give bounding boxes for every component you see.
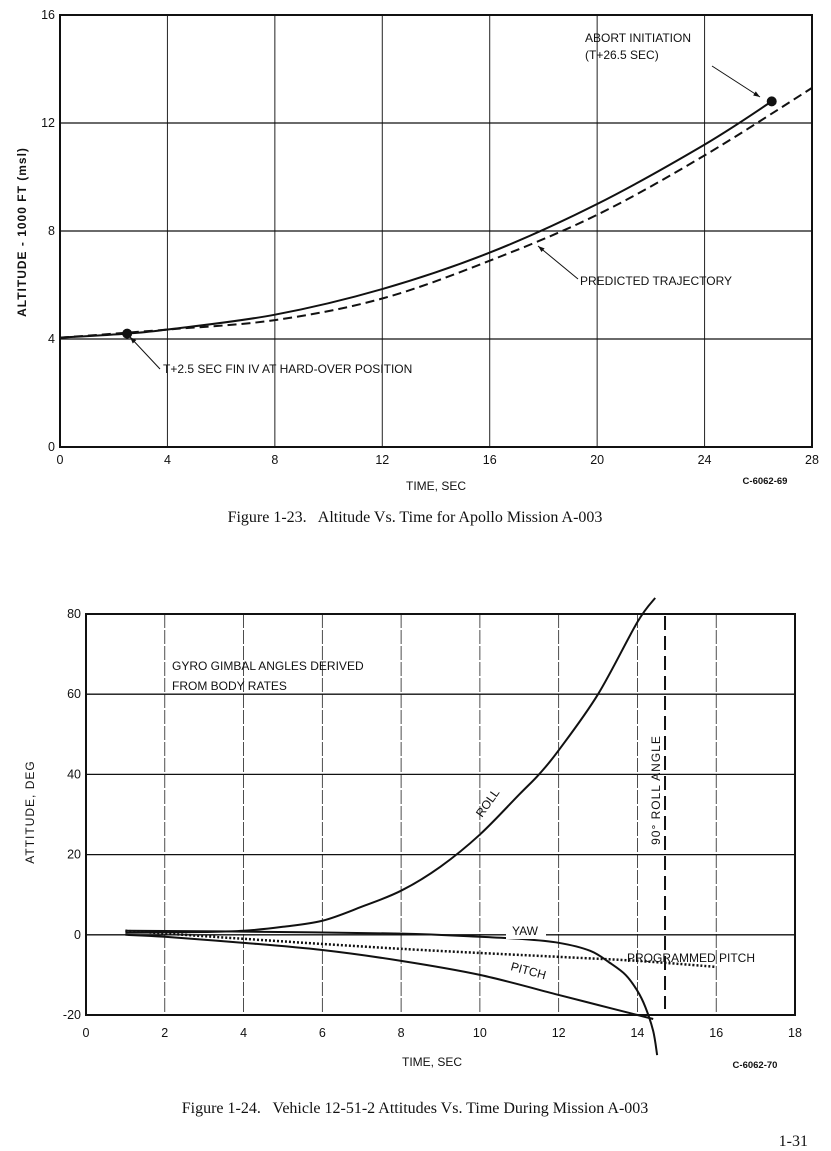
abort-annotation-time: (T+26.5 SEC) bbox=[585, 48, 659, 62]
fin-annotation: T+2.5 SEC FIN IV AT HARD-OVER POSITION bbox=[163, 362, 412, 376]
x-tick-label: 16 bbox=[483, 453, 497, 467]
chart1-xlabel: TIME, SEC bbox=[406, 479, 466, 493]
gyro-note-line2: FROM BODY RATES bbox=[172, 679, 287, 693]
y-tick-label: 60 bbox=[67, 687, 81, 701]
x-tick-label: 12 bbox=[552, 1026, 566, 1040]
predicted-trajectory-line bbox=[59, 87, 813, 339]
annotation-leader-arrow bbox=[129, 336, 161, 370]
arrowhead-icon bbox=[130, 337, 137, 344]
plot-frame bbox=[85, 613, 796, 1016]
abort-annotation: ABORT INITIATION bbox=[585, 31, 691, 45]
y-tick-label: 0 bbox=[74, 928, 81, 942]
annotation-leader-arrow bbox=[711, 65, 761, 98]
chart2-code: C-6062-70 bbox=[733, 1060, 778, 1071]
event-marker-dot bbox=[766, 96, 777, 107]
x-tick-label: 0 bbox=[83, 1026, 90, 1040]
arrowhead-icon bbox=[753, 91, 760, 97]
x-tick-label: 8 bbox=[271, 453, 278, 467]
roll-line bbox=[125, 597, 656, 934]
figure-1-23-caption: Figure 1-23. Altitude Vs. Time for Apoll… bbox=[228, 509, 603, 526]
predicted-trajectory-label: PREDICTED TRAJECTORY bbox=[580, 274, 732, 288]
y-tick-label: 8 bbox=[48, 224, 55, 238]
x-tick-label: 28 bbox=[805, 453, 819, 467]
y-tick-label: 0 bbox=[48, 440, 55, 454]
x-tick-label: 4 bbox=[164, 453, 171, 467]
x-tick-label: 14 bbox=[630, 1026, 644, 1040]
x-tick-label: 24 bbox=[698, 453, 712, 467]
annotation-leader-arrow bbox=[537, 245, 579, 280]
altitude-chart: 0 4 8 12 16 20 24 28 0 4 8 12 16 bbox=[41, 8, 819, 467]
figure-1-24-caption: Figure 1-24. Vehicle 12-51-2 Attitudes V… bbox=[182, 1100, 649, 1117]
y-tick-label: 16 bbox=[41, 8, 55, 22]
programmed-pitch-line bbox=[125, 929, 717, 969]
page-number: 1-31 bbox=[779, 1133, 808, 1150]
x-tick-label: 2 bbox=[161, 1026, 168, 1040]
plot-frame bbox=[59, 14, 813, 448]
y-tick-label: 20 bbox=[67, 848, 81, 862]
chart2-ylabel: ATTITUDE, DEG bbox=[23, 760, 37, 863]
x-tick-label: 10 bbox=[473, 1026, 487, 1040]
x-tick-label: 0 bbox=[57, 453, 64, 467]
x-tick-label: 20 bbox=[590, 453, 604, 467]
pitch-label: PITCH bbox=[509, 959, 547, 982]
y-tick-label: 40 bbox=[67, 767, 81, 781]
yaw-label: YAW bbox=[512, 924, 539, 938]
y-tick-label: 80 bbox=[67, 607, 81, 621]
event-marker-dot bbox=[122, 328, 133, 339]
roll-angle-label: 90° ROLL ANGLE bbox=[649, 735, 663, 845]
y-tick-label: 4 bbox=[48, 332, 55, 346]
y-tick-label: 12 bbox=[41, 116, 55, 130]
yaw-label-background bbox=[506, 923, 546, 939]
x-tick-label: 6 bbox=[319, 1026, 326, 1040]
chart1-code: C-6062-69 bbox=[743, 476, 788, 487]
x-tick-label: 16 bbox=[709, 1026, 723, 1040]
roll-label: ROLL bbox=[473, 786, 503, 820]
x-tick-label: 4 bbox=[240, 1026, 247, 1040]
y-tick-label: -20 bbox=[63, 1008, 81, 1022]
yaw-line bbox=[125, 929, 659, 1056]
actual-trajectory-line bbox=[59, 100, 773, 339]
gyro-note-line1: GYRO GIMBAL ANGLES DERIVED bbox=[172, 659, 364, 673]
programmed-pitch-label: PROGRAMMED PITCH bbox=[627, 951, 755, 965]
chart1-ylabel: ALTITUDE - 1000 FT (msl) bbox=[15, 147, 29, 317]
chart2-xlabel: TIME, SEC bbox=[402, 1055, 462, 1069]
x-tick-label: 12 bbox=[375, 453, 389, 467]
x-tick-label: 8 bbox=[398, 1026, 405, 1040]
x-tick-label: 18 bbox=[788, 1026, 802, 1040]
pitch-line bbox=[125, 933, 654, 1020]
arrowhead-icon bbox=[538, 246, 545, 253]
